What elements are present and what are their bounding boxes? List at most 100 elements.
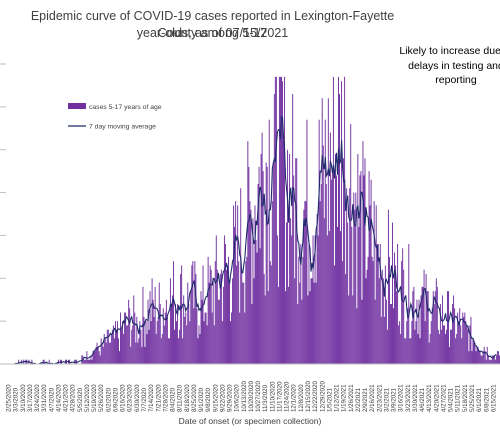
x-tick-label: 2/23/2021	[376, 384, 383, 412]
case-bar	[98, 351, 100, 364]
case-bar	[18, 359, 20, 364]
case-bar	[317, 235, 319, 364]
case-bar	[478, 351, 480, 364]
case-bar	[273, 94, 275, 364]
case-bar	[396, 291, 398, 364]
case-bar	[220, 269, 222, 364]
case-bar	[245, 261, 247, 364]
case-bar	[353, 192, 355, 364]
case-bar	[256, 252, 258, 364]
case-bar	[423, 269, 425, 364]
case-bar	[368, 171, 370, 364]
case-bar	[93, 351, 95, 364]
case-bar	[434, 291, 436, 364]
case-bars	[18, 76, 500, 365]
case-bar	[209, 265, 211, 364]
case-bar	[433, 304, 435, 364]
case-bar	[472, 338, 474, 364]
case-bar	[452, 304, 454, 364]
x-tick-label: 12/15/2020	[305, 380, 312, 412]
x-tick-label: 10/27/2020	[255, 380, 262, 412]
case-bar	[349, 188, 351, 364]
case-bar	[100, 338, 102, 364]
case-bar	[255, 239, 257, 364]
case-bar	[212, 278, 214, 364]
delay-annotation: Likely to increase due to delays in test…	[396, 44, 500, 88]
case-bar	[323, 218, 325, 364]
case-bar	[258, 166, 260, 364]
case-bar	[421, 286, 423, 364]
case-bar	[280, 76, 282, 365]
case-bar	[413, 286, 415, 364]
case-bar	[279, 76, 281, 365]
case-bar	[144, 346, 146, 364]
case-bar	[329, 132, 331, 364]
case-bar	[287, 149, 289, 364]
case-bar	[357, 154, 359, 364]
case-bar	[485, 359, 487, 364]
x-tick-label: 5/25/2021	[469, 384, 476, 412]
case-bar	[367, 256, 369, 364]
case-bar	[400, 334, 402, 364]
case-bar	[303, 209, 305, 364]
case-bar	[131, 329, 133, 364]
x-tick-label: 5/4/2021	[448, 387, 455, 412]
case-bar	[298, 256, 300, 364]
case-bar	[399, 321, 401, 364]
case-bar	[406, 321, 408, 364]
case-bar	[216, 269, 218, 364]
x-tick-label: 2/2/2021	[355, 387, 362, 412]
case-bar	[341, 81, 343, 364]
case-bar	[420, 295, 422, 364]
case-bar	[309, 291, 311, 364]
case-bar	[236, 265, 238, 364]
case-bar	[194, 261, 196, 364]
case-bar	[140, 329, 142, 364]
case-bar	[133, 295, 135, 364]
case-bar	[338, 76, 339, 365]
case-bar	[388, 256, 390, 364]
case-bar	[415, 321, 417, 364]
case-bar	[192, 261, 194, 364]
x-tick-label: 12/22/2020	[312, 380, 319, 412]
case-bar	[476, 346, 478, 364]
x-tick-label: 9/1/2020	[198, 387, 205, 412]
case-bar	[465, 321, 467, 364]
case-bar	[89, 359, 91, 364]
x-tick-label: 8/25/2020	[191, 384, 198, 412]
case-bar	[312, 235, 314, 364]
case-bar	[127, 325, 129, 364]
case-bar	[110, 334, 112, 364]
case-bar	[85, 359, 87, 364]
case-bar	[333, 265, 335, 364]
x-tick-label: 7/7/2020	[141, 387, 148, 412]
case-bar	[173, 261, 174, 364]
case-bar	[274, 76, 276, 365]
case-bar	[122, 321, 124, 364]
case-bar	[387, 209, 389, 364]
case-bar	[442, 325, 444, 364]
case-bar	[482, 351, 484, 364]
case-bar	[276, 235, 278, 364]
case-bar	[337, 226, 338, 364]
case-bar	[459, 308, 461, 364]
case-bar	[409, 338, 411, 364]
case-bar	[114, 321, 116, 364]
case-bar	[292, 94, 294, 364]
case-bar	[398, 325, 400, 364]
case-bar	[177, 304, 179, 364]
case-bar	[451, 329, 453, 364]
case-bar	[141, 346, 143, 364]
case-bar	[143, 316, 145, 364]
x-tick-label: 6/30/2020	[134, 384, 141, 412]
case-bar	[101, 342, 103, 364]
case-bar	[43, 359, 45, 364]
x-tick-label: 3/23/2021	[405, 384, 412, 412]
case-bar	[424, 321, 426, 364]
case-bar	[145, 321, 147, 364]
case-bar	[170, 304, 172, 364]
case-bar	[313, 282, 315, 364]
case-bar	[496, 351, 498, 364]
case-bar	[314, 235, 316, 364]
case-bar	[411, 321, 413, 364]
